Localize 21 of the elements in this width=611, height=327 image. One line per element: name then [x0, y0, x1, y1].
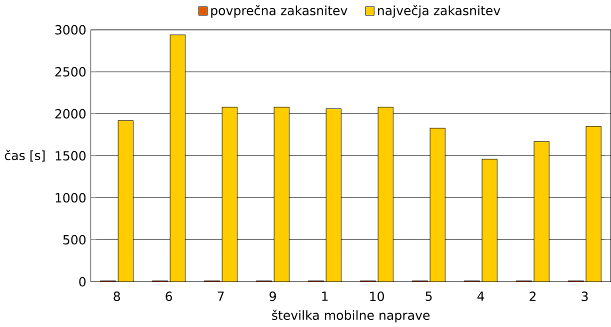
y-tick-label: 3000: [55, 25, 86, 35]
x-tick-label: 2: [530, 292, 536, 302]
x-tick-label: 5: [426, 292, 432, 302]
y-axis-title: čas [s]: [4, 150, 45, 162]
legend-label: največja zakasnitev: [378, 5, 500, 18]
x-tick-label: 1: [322, 292, 328, 301]
y-tick-label: 1000: [56, 193, 86, 203]
y-tick-label: 2500: [55, 67, 86, 77]
x-tick-label: 6: [166, 292, 172, 302]
y-tick-label: 500: [63, 235, 86, 245]
y-tick-label: 2000: [55, 109, 86, 119]
y-tick-label: 0: [79, 277, 86, 287]
x-tick-label: 3: [582, 292, 588, 302]
x-tick-label: 9: [270, 292, 276, 302]
legend-label: povprečna zakasnitev: [211, 5, 348, 18]
x-tick-label: 7: [218, 292, 224, 301]
x-axis-title: številka mobilne naprave: [272, 310, 430, 323]
x-tick-label: 10: [370, 292, 384, 302]
y-tick-label: 1500: [56, 151, 86, 161]
x-tick-label: 4: [477, 292, 484, 301]
x-tick-label: 8: [114, 292, 120, 302]
